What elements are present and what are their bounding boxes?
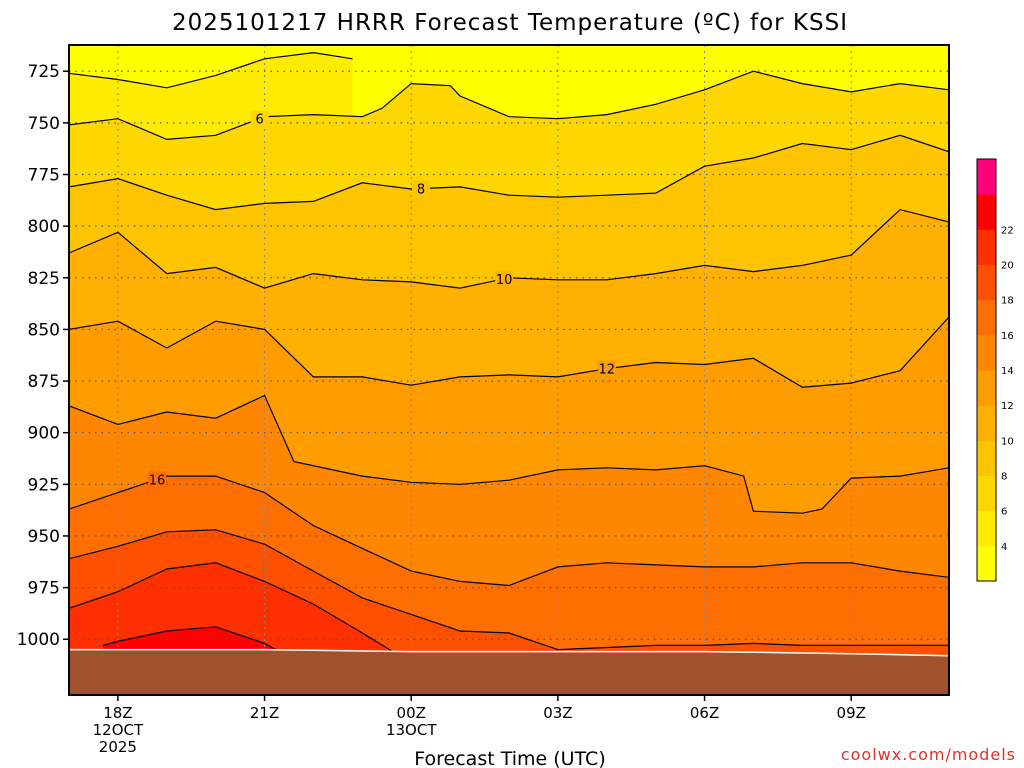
colorbar-tick-label: 10 — [1001, 436, 1014, 447]
x-axis-label: Forecast Time (UTC) — [414, 748, 605, 768]
colorbar-tick-label: 14 — [1001, 366, 1014, 377]
contour-label-bg — [148, 471, 166, 487]
colorbar-tick-label: 18 — [1001, 296, 1014, 307]
contour-label-6: 6 — [256, 113, 264, 128]
watermark[interactable]: coolwx.com/models — [841, 745, 1016, 764]
contour-label-12: 12 — [599, 363, 616, 378]
colorbar-swatch — [977, 405, 996, 441]
colorbar: 4 6 8 10 12 14 16 18 20 22 — [976, 158, 1014, 582]
y-tick-label: 725 — [28, 62, 60, 82]
y-tick-label: 1000 — [17, 630, 60, 650]
y-tick-label: 850 — [28, 320, 60, 340]
contour-label-10: 10 — [496, 273, 513, 288]
colorbar-tick-label: 22 — [1001, 225, 1014, 236]
colorbar-tick-label: 16 — [1001, 331, 1014, 342]
y-tick-label: 925 — [28, 475, 60, 495]
ground-layer — [69, 648, 949, 695]
colorbar-tick-label: 4 — [1001, 542, 1007, 553]
isotherm-8 — [69, 134, 949, 211]
colorbar-frame — [976, 158, 997, 582]
contour-label-bg — [597, 360, 616, 376]
isotherm-18 — [69, 529, 949, 651]
colorbar-tick-label: 6 — [1001, 507, 1007, 518]
plot-frame — [68, 44, 950, 696]
contour-label-bg — [250, 110, 269, 126]
isotherm-4 — [69, 51, 353, 89]
colorbar-swatch — [977, 370, 996, 406]
colorbar-swatch — [977, 475, 996, 512]
ground — [69, 648, 949, 695]
contour-label-bg — [495, 270, 514, 286]
x-tick-label: 00Z 13OCT — [386, 704, 437, 739]
x-tick-label: 03Z — [543, 704, 572, 722]
x-tick-label: 06Z — [690, 704, 719, 722]
isotherm-14 — [69, 394, 949, 514]
colorbar-tick-label: 8 — [1001, 472, 1007, 483]
y-tick-label: 775 — [28, 166, 60, 186]
y-tick-label: 900 — [28, 424, 60, 444]
contour-label-bg — [412, 180, 430, 196]
colorbar-swatch — [977, 194, 996, 230]
isotherm-22 — [103, 626, 295, 661]
colorbar-tick-label: 20 — [1001, 261, 1014, 272]
x-axis: 18Z 12OCT 2025 21Z 00Z 13OCT 03Z 06Z 09Z — [93, 695, 866, 756]
colorbar-swatch — [977, 440, 996, 476]
isotherm-20 — [69, 562, 407, 661]
colorbar-swatch — [977, 334, 996, 371]
colorbar-swatch — [977, 159, 996, 195]
isotherm-6 — [69, 70, 949, 141]
isotherm-12 — [69, 316, 949, 388]
contour-labels: 6 8 10 12 16 — [148, 110, 616, 488]
colorbar-swatch — [977, 299, 996, 336]
y-axis: 725 750 775 800 825 850 875 900 925 950 975 1000 — [17, 62, 69, 650]
colorbar-swatch — [977, 510, 996, 547]
chart-title: 2025101217 HRRR Forecast Temperature (ºC… — [172, 10, 848, 36]
y-tick-label: 825 — [28, 269, 60, 289]
contour-label-16: 16 — [149, 473, 166, 488]
contour-label-8: 8 — [417, 183, 425, 198]
x-tick-label: 09Z — [837, 704, 866, 722]
x-tick-label: 21Z — [250, 704, 279, 722]
isotherm-lines — [69, 51, 949, 661]
y-tick-label: 800 — [28, 217, 60, 237]
colorbar-swatch — [977, 229, 996, 265]
temperature-bands — [69, 45, 949, 695]
x-tick-label: 18Z 12OCT 2025 — [93, 704, 144, 756]
colorbar-swatch — [977, 545, 996, 582]
y-tick-label: 975 — [28, 579, 60, 599]
grid-lines — [69, 45, 949, 695]
y-tick-label: 950 — [28, 527, 60, 547]
colorbar-tick-label: 12 — [1001, 401, 1014, 412]
y-tick-label: 875 — [28, 372, 60, 392]
plot-area — [69, 45, 949, 695]
isotherm-16 — [69, 475, 949, 587]
colorbar-swatch — [977, 264, 996, 301]
y-tick-label: 750 — [28, 114, 60, 134]
